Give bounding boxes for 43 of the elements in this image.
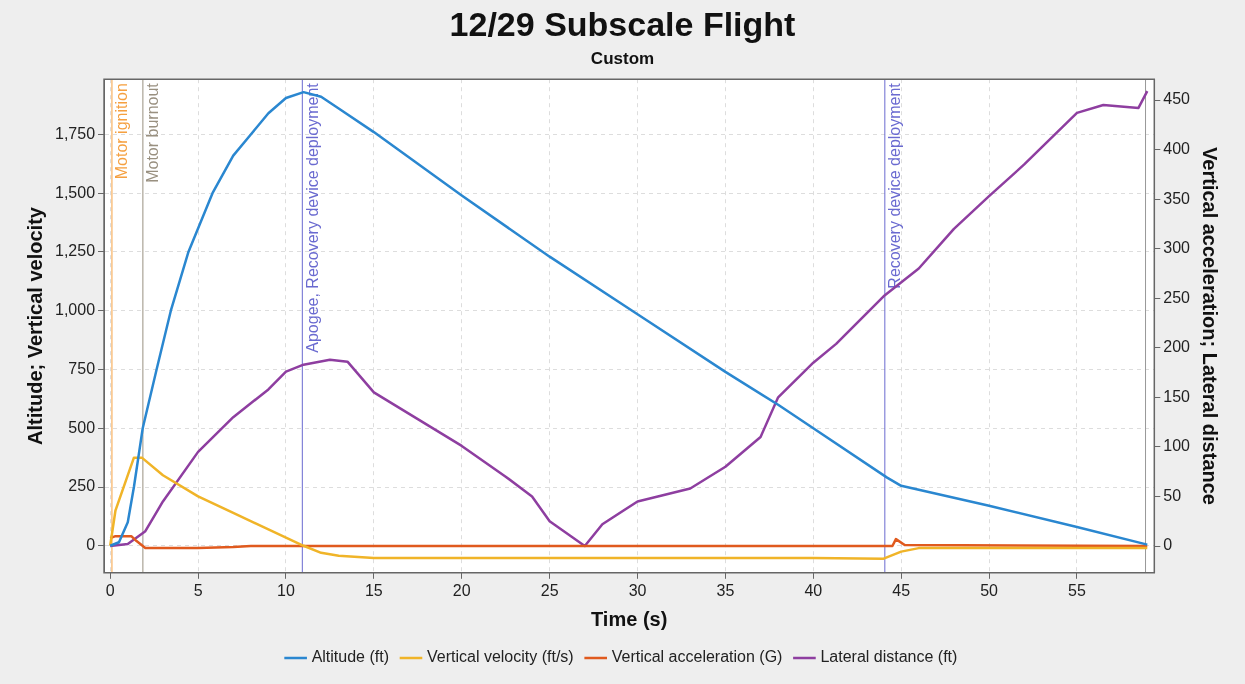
y-tick-label: 250	[68, 477, 96, 495]
chart-subtitle: Custom	[590, 48, 655, 68]
x-tick-label: 20	[452, 581, 471, 599]
y2-tick-label: 50	[1163, 486, 1182, 504]
y-tick-label: 1,250	[54, 242, 96, 260]
x-tick-label: 35	[716, 581, 735, 599]
y2-tick-label: 0	[1163, 536, 1173, 554]
x-tick-label: 40	[804, 581, 823, 599]
x-tick-label: 50	[980, 581, 999, 599]
y2-tick-label: 100	[1163, 437, 1191, 455]
legend-label: Lateral distance (ft)	[820, 648, 958, 666]
x-tick-label: 0	[105, 581, 115, 599]
y-axis-title: Altitude; Vertical velocity	[23, 206, 46, 445]
legend-label: Vertical velocity (ft/s)	[426, 648, 574, 666]
y2-tick-label: 350	[1163, 189, 1191, 207]
y2-tick-label: 250	[1163, 288, 1191, 306]
y-tick-label: 500	[68, 418, 96, 436]
ref-line-label: Apogee, Recovery device deployment	[303, 82, 321, 353]
legend-label: Altitude (ft)	[311, 648, 389, 666]
y2-tick-label: 400	[1163, 139, 1191, 157]
y2-tick-label: 150	[1163, 387, 1191, 405]
y2-axis-title: Vertical acceleration; Lateral distance	[1199, 147, 1222, 505]
y-tick-label: 1,000	[54, 301, 96, 319]
y-tick-label: 0	[86, 536, 96, 554]
legend-label: Vertical acceleration (G)	[611, 648, 783, 666]
y-tick-label: 1,500	[54, 183, 96, 201]
y2-tick-label: 200	[1163, 338, 1191, 356]
y-tick-label: 750	[68, 359, 96, 377]
x-axis-title: Time (s)	[591, 607, 668, 630]
ref-line-label: Recovery device deployment	[886, 82, 904, 289]
x-tick-label: 15	[364, 581, 383, 599]
x-tick-label: 30	[628, 581, 647, 599]
chart-title: 12/29 Subscale Flight	[449, 4, 796, 43]
y2-tick-label: 450	[1163, 90, 1191, 108]
x-tick-label: 10	[277, 581, 295, 599]
y-tick-label: 1,750	[54, 124, 96, 142]
y2-tick-label: 300	[1163, 239, 1191, 257]
x-tick-label: 45	[892, 581, 911, 599]
ref-line-label: Motor ignition	[113, 83, 131, 180]
x-tick-label: 25	[540, 581, 559, 599]
x-tick-label: 55	[1068, 581, 1086, 599]
ref-line-label: Motor burnout	[144, 82, 162, 183]
x-tick-label: 5	[193, 581, 203, 599]
